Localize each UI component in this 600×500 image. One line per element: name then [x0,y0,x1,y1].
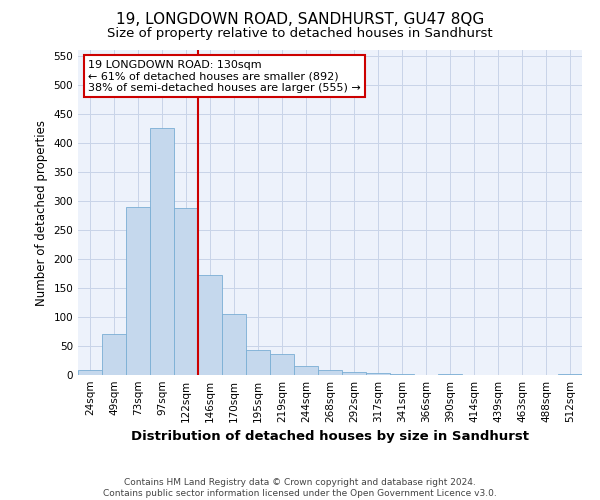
Bar [246,350,270,375]
Bar [390,374,414,375]
Bar [174,208,198,375]
Bar [366,374,390,375]
Text: 19 LONGDOWN ROAD: 130sqm
← 61% of detached houses are smaller (892)
38% of semi-: 19 LONGDOWN ROAD: 130sqm ← 61% of detach… [88,60,361,93]
Text: Size of property relative to detached houses in Sandhurst: Size of property relative to detached ho… [107,28,493,40]
Text: 19, LONGDOWN ROAD, SANDHURST, GU47 8QG: 19, LONGDOWN ROAD, SANDHURST, GU47 8QG [116,12,484,28]
Bar [78,370,102,375]
Bar [342,372,366,375]
Bar [150,128,174,375]
Y-axis label: Number of detached properties: Number of detached properties [35,120,48,306]
Bar [294,366,318,375]
Bar [222,314,246,375]
Bar [198,274,222,375]
Bar [318,370,342,375]
X-axis label: Distribution of detached houses by size in Sandhurst: Distribution of detached houses by size … [131,430,529,444]
Bar [558,374,582,375]
Text: Contains HM Land Registry data © Crown copyright and database right 2024.
Contai: Contains HM Land Registry data © Crown c… [103,478,497,498]
Bar [438,374,462,375]
Bar [270,354,294,375]
Bar [126,206,150,375]
Bar [102,334,126,375]
